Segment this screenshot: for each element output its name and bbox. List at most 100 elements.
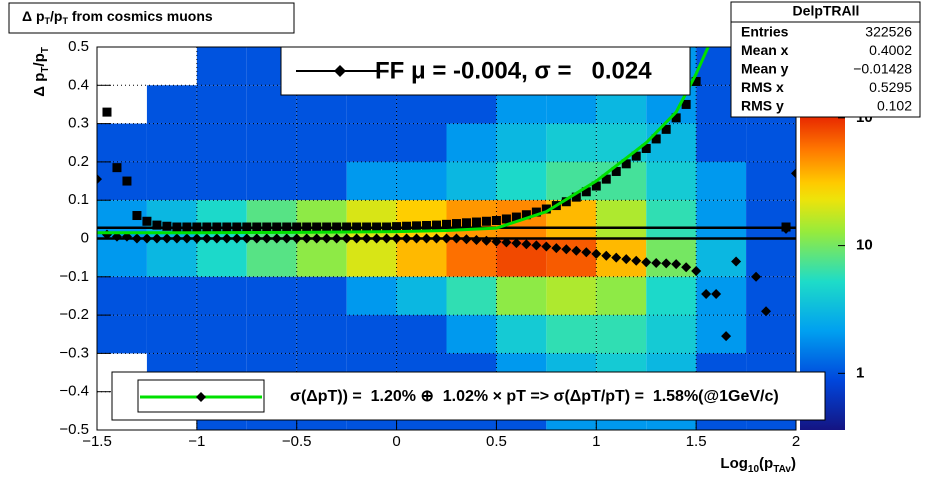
y-tick-label: 0.4 [68,76,89,93]
square-marker [282,222,292,232]
stats-value: 322526 [865,24,912,40]
heat-cell [596,200,647,239]
heat-cell [696,200,747,239]
diamond-marker [671,259,682,270]
square-marker [312,222,322,232]
diamond-marker [561,244,572,255]
square-marker [591,181,601,191]
diamond-marker [711,289,722,300]
diamond-marker [691,266,702,277]
x-tick-label: 2 [792,433,800,450]
diamond-marker [181,233,192,244]
heat-cell [546,315,597,354]
square-marker [461,218,471,228]
heat-cell [496,315,547,354]
diamond-marker [501,237,512,248]
stats-label: Mean y [741,61,789,77]
title-sub: T [62,16,68,26]
square-marker [182,222,192,232]
heat-cell [97,123,147,162]
heat-cell [296,123,347,162]
diamond-marker [341,233,352,244]
stats-label: Entries [741,24,789,40]
diamond-marker [571,245,582,256]
diamond-marker [221,233,232,244]
square-marker [521,210,531,220]
square-marker [631,151,641,161]
heat-cell [246,161,297,201]
label-part: Log [720,455,748,472]
legend-marker [334,65,346,77]
heat-cell [396,161,447,201]
x-tick-label: −1.5 [82,433,112,450]
diamond-marker [401,233,412,244]
diamond-marker [511,238,522,249]
heat-cell [696,238,747,277]
square-marker [202,222,212,232]
square-marker [352,222,362,232]
diamond-marker [301,233,312,244]
diamond-marker [761,306,772,317]
diamond-marker [381,233,392,244]
square-marker [451,219,461,229]
heat-cell [396,315,447,354]
heat-cell [196,276,247,316]
diamond-marker [371,233,382,244]
heat-cell [196,47,247,86]
diamond-marker [591,248,602,259]
y-tick-label: −0.3 [59,344,89,361]
diamond-marker [331,233,342,244]
diamond-marker [791,168,796,179]
heat-cell [746,238,796,277]
diamond-marker [621,254,632,265]
y-tick-label: 0.3 [68,115,89,132]
heat-cell [596,315,647,354]
diamond-marker [611,252,622,263]
x-axis-label: Log10(pTAv) [720,455,796,475]
heat-cell [546,238,597,277]
square-marker [192,222,202,232]
diamond-marker [451,233,462,244]
stats-label: RMS x [741,79,784,95]
square-marker [142,216,152,226]
heat-cell [296,315,347,354]
diamond-marker [541,241,552,252]
diamond-marker [601,250,612,261]
diamond-marker [431,233,442,244]
diamond-marker [281,233,292,244]
heat-cell [746,315,796,354]
diamond-marker [191,233,202,244]
square-marker [691,76,701,86]
y-tick-label: 0.1 [68,191,89,208]
diamond-marker [661,258,672,269]
square-marker [531,207,541,217]
heat-cell [446,161,497,201]
y-tick-label: −0.2 [59,306,89,323]
heat-cell [496,123,547,162]
diamond-marker [321,233,332,244]
heat-cell [146,161,197,201]
diamond-marker [641,257,652,268]
square-marker [292,222,302,232]
title-sub: T [45,16,51,26]
heat-cell [746,161,796,201]
square-marker [132,211,142,221]
diamond-marker [581,247,592,258]
square-marker [232,222,242,232]
diamond-marker [271,233,282,244]
heat-cell [496,276,547,316]
heat-cell [396,123,447,162]
heat-cell [646,315,697,354]
stats-value: 0.4002 [869,42,912,58]
square-marker [332,222,342,232]
heat-cell [446,238,497,277]
diamond-marker [231,233,242,244]
heat-cell [396,238,447,277]
palette-tick-label: 10 [856,237,873,254]
square-marker [262,222,272,232]
y-tick-label: 0 [81,229,89,246]
stats-label: RMS y [741,98,784,114]
diamond-marker [351,233,362,244]
square-marker [601,174,611,184]
